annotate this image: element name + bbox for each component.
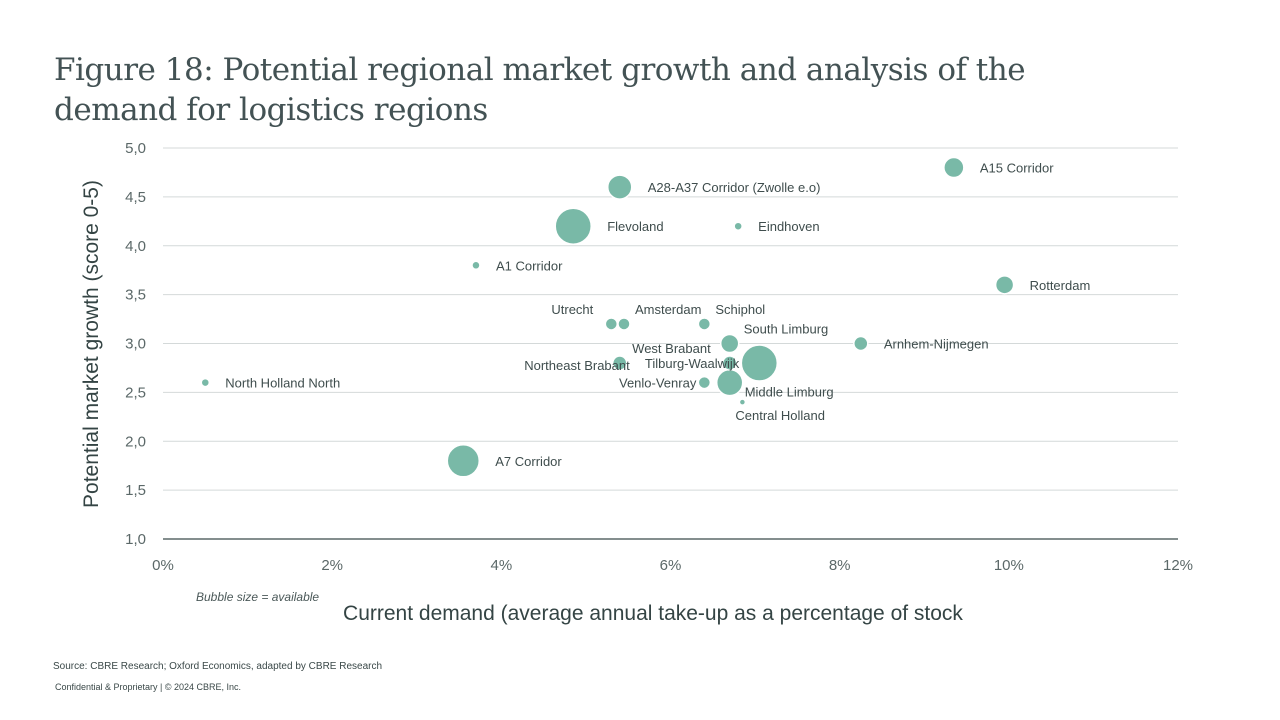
- data-label-north-holland-north: North Holland North: [225, 376, 340, 391]
- bubble-flevoland: [554, 207, 592, 245]
- bubble-west-brabant: [721, 355, 738, 371]
- data-label-schiphol: Schiphol: [715, 302, 765, 317]
- grid-lines: [163, 147, 1178, 540]
- data-label-south-limburg: South Limburg: [744, 322, 829, 337]
- x-axis-label: Current demand (average annual take-up a…: [343, 602, 963, 625]
- bubbles: [200, 156, 1015, 478]
- bubble-a15-corridor: [943, 156, 965, 179]
- bubble-eindhoven: [733, 221, 743, 231]
- bubble-arnhem-nijmegen: [853, 335, 869, 352]
- data-label-utrecht: Utrecht: [551, 302, 593, 317]
- x-tick-label: 4%: [490, 557, 512, 574]
- bubble-venlo-venray: [697, 375, 712, 390]
- x-tick-label: 8%: [829, 557, 851, 574]
- data-label-a28-a37-corridor-zwolle-e-o: A28-A37 Corridor (Zwolle e.o): [648, 180, 821, 195]
- data-label-tilburg-waalwijk: Tilburg-Waalwijk: [645, 356, 740, 371]
- y-tick-label: 2,5: [125, 384, 146, 401]
- x-tick-label: 12%: [1163, 557, 1193, 574]
- x-tick-label: 0%: [152, 557, 174, 574]
- data-label-a7-corridor: A7 Corridor: [495, 454, 562, 469]
- x-axis-ticks: 0% 2% 4% 6% 8% 10% 12%: [152, 557, 1193, 574]
- source-note: Source: CBRE Research; Oxford Economics,…: [53, 661, 383, 672]
- bubble-a28-a37-corridor-zwolle-e-o: [607, 174, 633, 200]
- data-label-arnhem-nijmegen: Arnhem-Nijmegen: [884, 337, 989, 352]
- bubble-south-limburg: [719, 333, 740, 354]
- data-label-amsterdam: Amsterdam: [635, 302, 701, 317]
- bubble-tilburg-waalwijk: [740, 344, 779, 382]
- data-label-a1-corridor: A1 Corridor: [496, 258, 563, 273]
- y-tick-label: 4,5: [125, 189, 146, 206]
- x-tick-label: 6%: [660, 557, 682, 574]
- x-tick-label: 10%: [994, 557, 1024, 574]
- bubble-utrecht: [604, 317, 619, 331]
- bubble-northeast-brabant: [612, 355, 628, 371]
- data-label-northeast-brabant: Northeast Brabant: [524, 358, 630, 373]
- y-tick-label: 5,0: [125, 140, 146, 157]
- y-axis-label: Potential market growth (score 0-5): [80, 180, 103, 508]
- bubble-north-holland-north: [200, 377, 211, 388]
- x-tick-label: 2%: [321, 557, 343, 574]
- data-label-flevoland: Flevoland: [607, 219, 663, 234]
- bubble-middle-limburg: [715, 368, 744, 397]
- y-tick-label: 1,5: [125, 482, 146, 499]
- bubble-labels: A15 Corridor A28-A37 Corridor (Zwolle e.o…: [225, 161, 1090, 469]
- bubble-a7-corridor: [446, 444, 481, 478]
- bubble-rotterdam: [994, 275, 1015, 295]
- data-label-west-brabant: West Brabant: [632, 341, 711, 356]
- bubble-central-holland: [738, 398, 747, 406]
- data-label-venlo-venray: Venlo-Venray: [619, 376, 697, 391]
- y-tick-label: 1,0: [125, 531, 146, 548]
- data-label-eindhoven: Eindhoven: [758, 219, 819, 234]
- bubble-amsterdam: [617, 317, 631, 331]
- y-tick-label: 2,0: [125, 433, 146, 450]
- y-axis-ticks: 1,0 1,5 2,0 2,5 3,0 3,5 4,0 4,5 5,0: [125, 140, 146, 548]
- y-tick-label: 4,0: [125, 238, 146, 255]
- confidential-note: Confidential & Proprietary | © 2024 CBRE…: [55, 682, 242, 692]
- data-label-a15-corridor: A15 Corridor: [980, 161, 1054, 176]
- bubble-schiphol: [697, 317, 712, 331]
- y-tick-label: 3,5: [125, 287, 146, 304]
- data-label-rotterdam: Rotterdam: [1030, 278, 1091, 293]
- data-label-middle-limburg: Middle Limburg: [745, 385, 834, 400]
- bubble-a1-corridor: [471, 260, 481, 271]
- data-label-central-holland: Central Holland: [735, 408, 825, 423]
- bubble-size-note: Bubble size = available: [196, 590, 320, 604]
- y-tick-label: 3,0: [125, 336, 146, 353]
- page-title: Figure 18: Potential regional market gro…: [54, 52, 1026, 128]
